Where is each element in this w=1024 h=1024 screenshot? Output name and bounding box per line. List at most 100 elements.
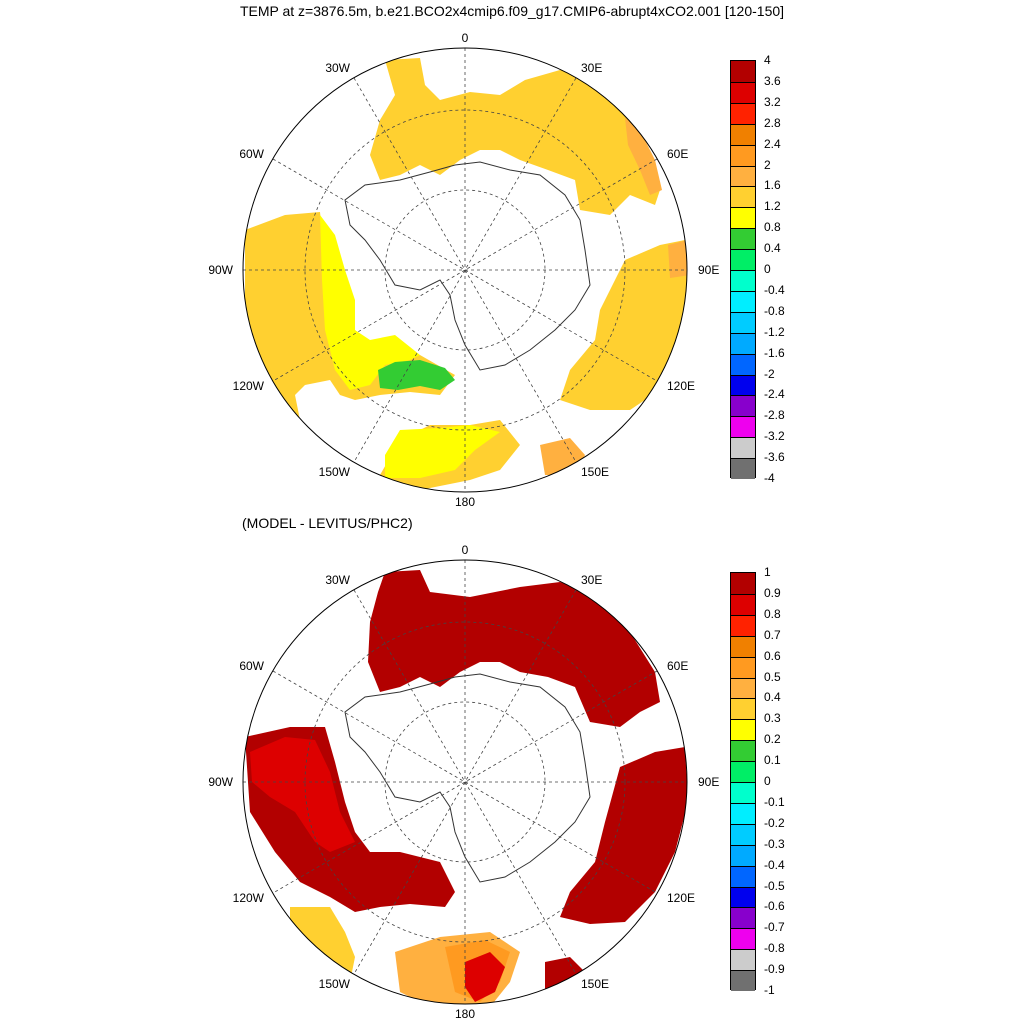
lon-label-60e: 60E <box>667 659 688 673</box>
colorbar-segment <box>731 865 755 887</box>
colorbar-label: -3.6 <box>764 450 785 465</box>
map-boundary <box>242 559 688 1005</box>
lon-label-180: 180 <box>455 1007 475 1021</box>
colorbar-bottom <box>730 572 756 992</box>
colorbar-segment <box>731 290 755 313</box>
colorbar-segment <box>731 374 755 396</box>
lon-label-150w: 150W <box>319 465 351 479</box>
lon-label-150w: 150W <box>319 977 351 991</box>
graticule <box>243 48 687 492</box>
region-shade <box>385 425 500 478</box>
colorbar-segment <box>731 332 755 355</box>
colorbar-segment <box>731 677 755 699</box>
colorbar-label: 0 <box>764 262 771 276</box>
lon-label-120e: 120E <box>667 891 695 905</box>
colorbar-segment <box>731 416 755 438</box>
colorbar-segment <box>731 844 755 867</box>
lon-label-60w: 60W <box>239 147 264 161</box>
colorbar-label: 0.7 <box>764 627 781 642</box>
colorbar-label: -2 <box>764 366 775 381</box>
colorbar-segment <box>731 186 755 208</box>
colorbar-segment <box>731 165 755 187</box>
longitude-labels: 0 180 30E 60E 90E 120E 150E 30W 60W 90W … <box>208 31 719 509</box>
colorbar-label: 0 <box>764 774 771 788</box>
colorbar-label: -0.7 <box>764 920 785 935</box>
colorbar-segment <box>731 823 755 846</box>
colorbar-segment <box>731 656 755 678</box>
colorbar-label: 0.4 <box>764 690 781 705</box>
colorbar-label: -3.2 <box>764 429 785 444</box>
colorbar-label: -1.2 <box>764 324 785 339</box>
colorbar-label: 2.8 <box>764 115 781 130</box>
colorbar-label: -0.4 <box>764 282 785 297</box>
lon-label-120e: 120E <box>667 379 695 393</box>
polar-map-top: 0 180 30E 60E 90E 120E 150E 30W 60W 90W … <box>208 31 719 509</box>
colorbar-segment <box>731 123 755 146</box>
lon-label-30w: 30W <box>325 61 350 75</box>
colorbar-segment <box>731 458 755 480</box>
colorbar-segment <box>731 698 755 720</box>
colorbar-segment <box>731 353 755 375</box>
colorbar-segment <box>731 802 755 825</box>
colorbar-label: -0.1 <box>764 794 785 809</box>
colorbar-segment <box>731 907 755 929</box>
colorbar-segment <box>731 614 755 637</box>
colorbar-label: 0.6 <box>764 648 781 663</box>
colorbar-segment <box>731 81 755 104</box>
region-shade <box>245 212 520 490</box>
region-shade <box>560 240 687 410</box>
colorbar-label: 1.6 <box>764 178 781 193</box>
colorbar-label: -0.4 <box>764 857 785 872</box>
colorbar-label: -0.6 <box>764 899 785 914</box>
colorbar-label: -1.6 <box>764 345 785 360</box>
colorbar-segment <box>731 61 755 83</box>
region-shade <box>370 58 660 215</box>
colorbar-label: 4 <box>764 53 771 67</box>
lon-label-30e: 30E <box>581 61 602 75</box>
colorbar-label: -2.8 <box>764 408 785 423</box>
colorbar-segment <box>731 144 755 166</box>
colorbar-segment <box>731 102 755 125</box>
colorbar-segment <box>731 740 755 762</box>
region-shade <box>465 952 505 1002</box>
colorbar-segment <box>731 395 755 417</box>
region-shade <box>668 240 687 278</box>
lon-label-0: 0 <box>462 31 469 45</box>
colorbar-label: 2.4 <box>764 136 781 151</box>
colorbar-segment <box>731 635 755 658</box>
colorbar-label: 3.2 <box>764 94 781 109</box>
lon-label-150e: 150E <box>581 465 609 479</box>
lon-label-30e: 30E <box>581 573 602 587</box>
colorbar-segment <box>731 249 755 271</box>
field-shading-bottom <box>245 570 687 1004</box>
colorbar-top <box>730 60 756 480</box>
colorbar-label: 0.4 <box>764 241 781 256</box>
colorbar-label: 1.2 <box>764 199 781 214</box>
colorbar-segment <box>731 949 755 971</box>
lon-label-90e: 90E <box>698 775 719 789</box>
lon-label-0: 0 <box>462 543 469 557</box>
panel-subtitle: (MODEL - LEVITUS/PHC2) <box>242 515 413 531</box>
lon-label-120w: 120W <box>233 891 265 905</box>
region-shade <box>378 360 455 390</box>
polar-map-bottom: 0 180 30E 60E 90E 120E 150E 30W 60W 90W … <box>208 543 719 1021</box>
region-shade <box>320 215 420 390</box>
colorbar-label: 0.8 <box>764 606 781 621</box>
colorbar-label: -4 <box>764 471 775 485</box>
graticule <box>243 560 687 1004</box>
colorbar-label: -0.5 <box>764 878 785 893</box>
colorbar-label: 2 <box>764 157 771 172</box>
colorbar-segment <box>731 207 755 229</box>
colorbar-segment <box>731 593 755 616</box>
colorbar-label: 0.9 <box>764 585 781 600</box>
colorbar-segment <box>731 782 755 804</box>
colorbar-segment <box>731 719 755 741</box>
colorbar-label: -0.2 <box>764 815 785 830</box>
lon-label-60e: 60E <box>667 147 688 161</box>
lon-label-30w: 30W <box>325 573 350 587</box>
longitude-labels: 0 180 30E 60E 90E 120E 150E 30W 60W 90W … <box>208 543 719 1021</box>
colorbar-segment <box>731 270 755 292</box>
colorbar-segment <box>731 311 755 334</box>
colorbar-label: -1 <box>764 983 775 997</box>
colorbar-label: -0.9 <box>764 962 785 977</box>
